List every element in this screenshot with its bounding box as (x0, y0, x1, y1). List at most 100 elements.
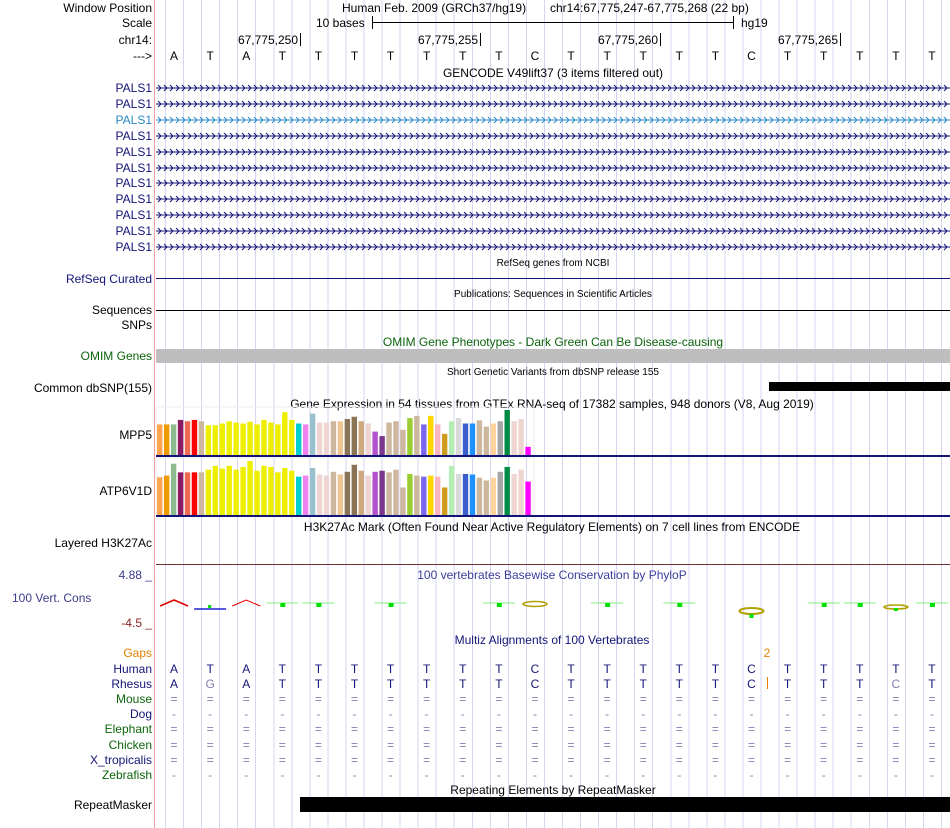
species-label[interactable]: Elephant (104, 722, 152, 737)
species-label[interactable]: Human (113, 662, 152, 676)
omim-track-title[interactable]: OMIM Gene Phenotypes - Dark Green Can Be… (382, 335, 724, 349)
gtex-bar[interactable] (170, 424, 177, 455)
gtex-bar[interactable] (219, 423, 225, 456)
gtex-bar[interactable] (330, 421, 337, 455)
gtex-bar[interactable] (309, 413, 316, 455)
repeatmasker-label[interactable]: RepeatMasker (73, 798, 152, 812)
gencode-gene-label[interactable]: PALS1 (115, 176, 152, 191)
gtex-bar[interactable] (407, 418, 413, 455)
omim-gene-bar[interactable] (156, 349, 950, 363)
gtex-bar[interactable] (212, 465, 218, 515)
gtex-bar[interactable] (351, 416, 357, 455)
gtex-bar[interactable] (309, 468, 316, 515)
gencode-transcript[interactable] (156, 211, 950, 219)
gtex-gene-label-mpp5[interactable]: MPP5 (119, 428, 152, 442)
gtex-bar[interactable] (504, 466, 510, 515)
gtex-bar[interactable] (296, 476, 302, 515)
gtex-bar[interactable] (400, 429, 406, 455)
gtex-bar[interactable] (247, 421, 253, 455)
gtex-bar[interactable] (205, 425, 212, 455)
gtex-bar[interactable] (441, 433, 448, 455)
publications-label[interactable]: Sequences (91, 303, 152, 317)
publications-track-title[interactable]: Publications: Sequences in Scientific Ar… (454, 289, 652, 300)
gtex-bar[interactable] (372, 431, 378, 455)
gtex-bar[interactable] (170, 463, 177, 515)
gtex-bar[interactable] (191, 472, 198, 515)
gencode-gene-label[interactable]: PALS1 (115, 144, 152, 159)
gtex-bar[interactable] (344, 419, 351, 455)
gencode-gene-label[interactable]: PALS1 (115, 160, 152, 175)
gtex-bar[interactable] (490, 477, 496, 515)
gtex-bar[interactable] (177, 472, 184, 515)
gtex-bar[interactable] (157, 477, 163, 515)
gtex-bar[interactable] (497, 471, 503, 515)
gencode-gene-label[interactable]: PALS1 (115, 192, 152, 207)
gtex-bar[interactable] (448, 421, 455, 455)
gtex-bar[interactable] (254, 424, 260, 455)
gtex-bar[interactable] (407, 473, 413, 515)
gtex-bar[interactable] (184, 421, 191, 455)
gtex-bar[interactable] (240, 466, 246, 515)
gtex-bar[interactable] (226, 465, 232, 515)
gtex-bar[interactable] (351, 464, 357, 515)
gencode-transcript[interactable] (156, 227, 950, 235)
gtex-bar[interactable] (511, 421, 517, 455)
repeatmasker-track-title[interactable]: Repeating Elements by RepeatMasker (450, 783, 656, 797)
gtex-bar[interactable] (448, 465, 455, 515)
gtex-bar[interactable] (476, 477, 483, 515)
gencode-transcript[interactable] (156, 116, 950, 124)
gtex-bar[interactable] (219, 468, 225, 515)
gtex-bar[interactable] (386, 472, 392, 515)
gtex-bar[interactable] (462, 473, 469, 515)
gtex-bar[interactable] (518, 419, 524, 455)
gencode-transcript[interactable] (156, 100, 950, 108)
gtex-bar[interactable] (372, 471, 378, 515)
gtex-bar[interactable] (476, 420, 483, 455)
position-readout[interactable]: chr14:67,775,247-67,775,268 (22 bp) (550, 1, 749, 15)
gencode-gene-label[interactable]: PALS1 (115, 240, 152, 254)
gtex-bar[interactable] (302, 475, 309, 515)
cons-track-title[interactable]: 100 vertebrates Basewise Conservation by… (417, 568, 687, 582)
gtex-bar[interactable] (497, 421, 503, 455)
dbsnp-track-title[interactable]: Short Genetic Variants from dbSNP releas… (447, 367, 659, 378)
gtex-bar[interactable] (414, 475, 420, 515)
gtex-bar[interactable] (386, 422, 392, 455)
h3k27ac-label[interactable]: Layered H3K27Ac (54, 536, 152, 550)
gencode-gene-label[interactable]: PALS1 (115, 112, 152, 127)
gencode-gene-label[interactable]: PALS1 (115, 81, 152, 95)
gtex-gene-label-atp6v1d[interactable]: ATP6V1D (99, 484, 152, 498)
gtex-bar[interactable] (163, 424, 170, 455)
gtex-bar[interactable] (198, 472, 205, 515)
gtex-bar[interactable] (337, 474, 344, 516)
gtex-bar[interactable] (469, 423, 476, 456)
gtex-bar[interactable] (462, 423, 469, 456)
gtex-bar[interactable] (254, 470, 260, 515)
refseq-track-title[interactable]: RefSeq genes from NCBI (496, 258, 610, 269)
gtex-bar[interactable] (233, 422, 239, 455)
gtex-bar[interactable] (428, 475, 434, 515)
gtex-bar[interactable] (247, 461, 253, 515)
gtex-bar[interactable] (289, 470, 295, 515)
h3k27ac-track-title[interactable]: H3K27Ac Mark (Often Found Near Active Re… (303, 520, 801, 534)
gencode-gene-label[interactable]: PALS1 (115, 208, 152, 223)
gencode-transcript[interactable] (156, 179, 950, 187)
gtex-bar[interactable] (365, 475, 371, 515)
repeat-element-bar[interactable] (300, 797, 950, 812)
gtex-bar[interactable] (275, 424, 281, 455)
gtex-bar[interactable] (184, 472, 191, 515)
gencode-transcript[interactable] (156, 84, 950, 92)
gtex-bar[interactable] (358, 470, 364, 515)
gtex-bar[interactable] (316, 422, 323, 455)
gtex-bar[interactable] (525, 481, 531, 515)
gtex-bar[interactable] (358, 421, 364, 455)
gtex-bar[interactable] (518, 469, 524, 515)
gencode-gene-label[interactable]: PALS1 (115, 224, 152, 239)
gtex-bar[interactable] (275, 472, 281, 515)
cons-label[interactable]: 100 Vert. Cons (12, 591, 92, 605)
gtex-bar[interactable] (441, 487, 448, 515)
gtex-bar[interactable] (393, 469, 399, 515)
gencode-gene-label[interactable]: PALS1 (115, 96, 152, 111)
gtex-bar[interactable] (344, 471, 351, 515)
gtex-bar[interactable] (198, 421, 205, 455)
snps-label[interactable]: SNPs (121, 318, 152, 332)
